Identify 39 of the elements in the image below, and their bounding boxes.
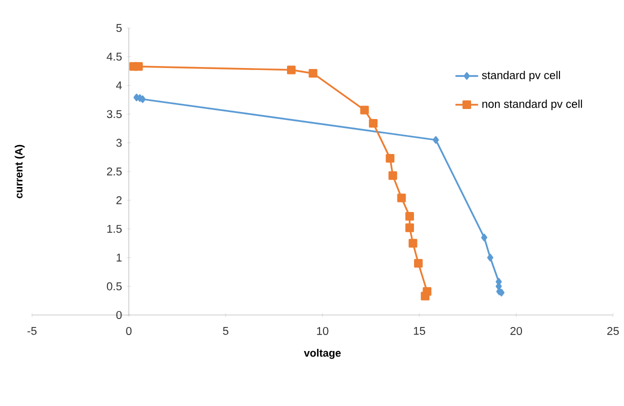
point [368,118,378,128]
y-tick-label: 3.5 [106,110,122,118]
x-tick-label: 10 [317,327,328,335]
y-tick-label: 3 [116,138,122,147]
legend-label: standard pv cell [482,70,560,82]
point [414,259,423,268]
point [408,238,418,248]
point [386,154,394,163]
point [432,136,439,144]
x-tick-label: 5 [222,326,228,335]
point [397,194,406,202]
point [134,62,143,71]
point [420,292,430,300]
x-tick-label: 0 [126,327,132,335]
point [481,234,488,242]
y-tick-label: 2.5 [107,168,122,176]
point [287,66,296,74]
point [308,69,318,78]
x-axis-title: voltage [304,348,341,359]
y-tick-label: 1 [116,254,122,262]
x-tick-label: 25 [607,327,619,335]
point [487,254,494,262]
y-tick-label: 2 [116,196,122,204]
y-axis-title: current (A) [14,144,25,198]
x-tick-label: 20 [510,327,522,335]
y-tick-label: 0 [116,311,122,319]
legend-label: non standard pv cell [482,100,582,110]
point [405,212,414,221]
y-tick-label: 4 [116,82,122,90]
point [388,171,398,180]
x-tick-label: 15 [414,326,426,335]
x-tick-label: -5 [27,326,37,335]
y-tick-label: 0.5 [106,282,122,290]
point [140,95,146,103]
y-tick-label: 1.5 [107,224,122,233]
y-tick-label: 5 [116,24,122,32]
point [405,223,414,232]
point [360,106,369,114]
y-tick-label: 4.5 [106,52,122,61]
